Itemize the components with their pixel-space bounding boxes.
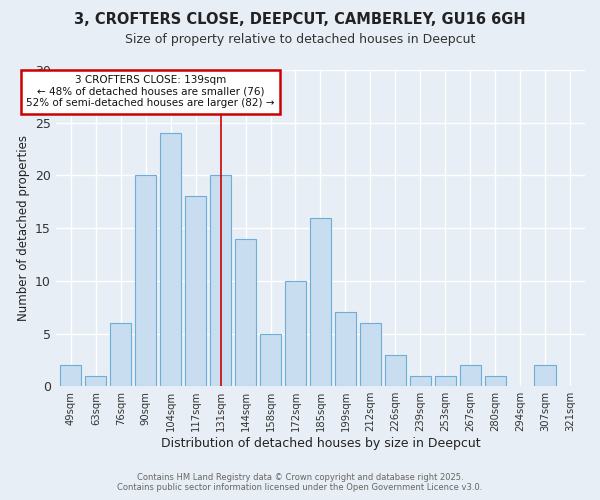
Bar bbox=[235, 238, 256, 386]
Text: 3 CROFTERS CLOSE: 139sqm
← 48% of detached houses are smaller (76)
52% of semi-d: 3 CROFTERS CLOSE: 139sqm ← 48% of detach… bbox=[26, 76, 275, 108]
Bar bbox=[260, 334, 281, 386]
Bar bbox=[485, 376, 506, 386]
Bar bbox=[385, 354, 406, 386]
Text: Contains HM Land Registry data © Crown copyright and database right 2025.
Contai: Contains HM Land Registry data © Crown c… bbox=[118, 473, 482, 492]
Bar bbox=[310, 218, 331, 386]
Bar bbox=[460, 365, 481, 386]
Bar bbox=[434, 376, 456, 386]
Bar bbox=[535, 365, 556, 386]
Bar bbox=[185, 196, 206, 386]
Bar bbox=[160, 133, 181, 386]
Bar bbox=[110, 323, 131, 386]
Bar bbox=[210, 176, 231, 386]
Text: 3, CROFTERS CLOSE, DEEPCUT, CAMBERLEY, GU16 6GH: 3, CROFTERS CLOSE, DEEPCUT, CAMBERLEY, G… bbox=[74, 12, 526, 28]
Bar bbox=[360, 323, 381, 386]
Bar bbox=[85, 376, 106, 386]
Bar bbox=[135, 176, 157, 386]
Y-axis label: Number of detached properties: Number of detached properties bbox=[17, 135, 29, 321]
Bar bbox=[410, 376, 431, 386]
Bar bbox=[285, 281, 306, 386]
Bar bbox=[60, 365, 82, 386]
Text: Size of property relative to detached houses in Deepcut: Size of property relative to detached ho… bbox=[125, 32, 475, 46]
Bar bbox=[335, 312, 356, 386]
X-axis label: Distribution of detached houses by size in Deepcut: Distribution of detached houses by size … bbox=[161, 437, 480, 450]
